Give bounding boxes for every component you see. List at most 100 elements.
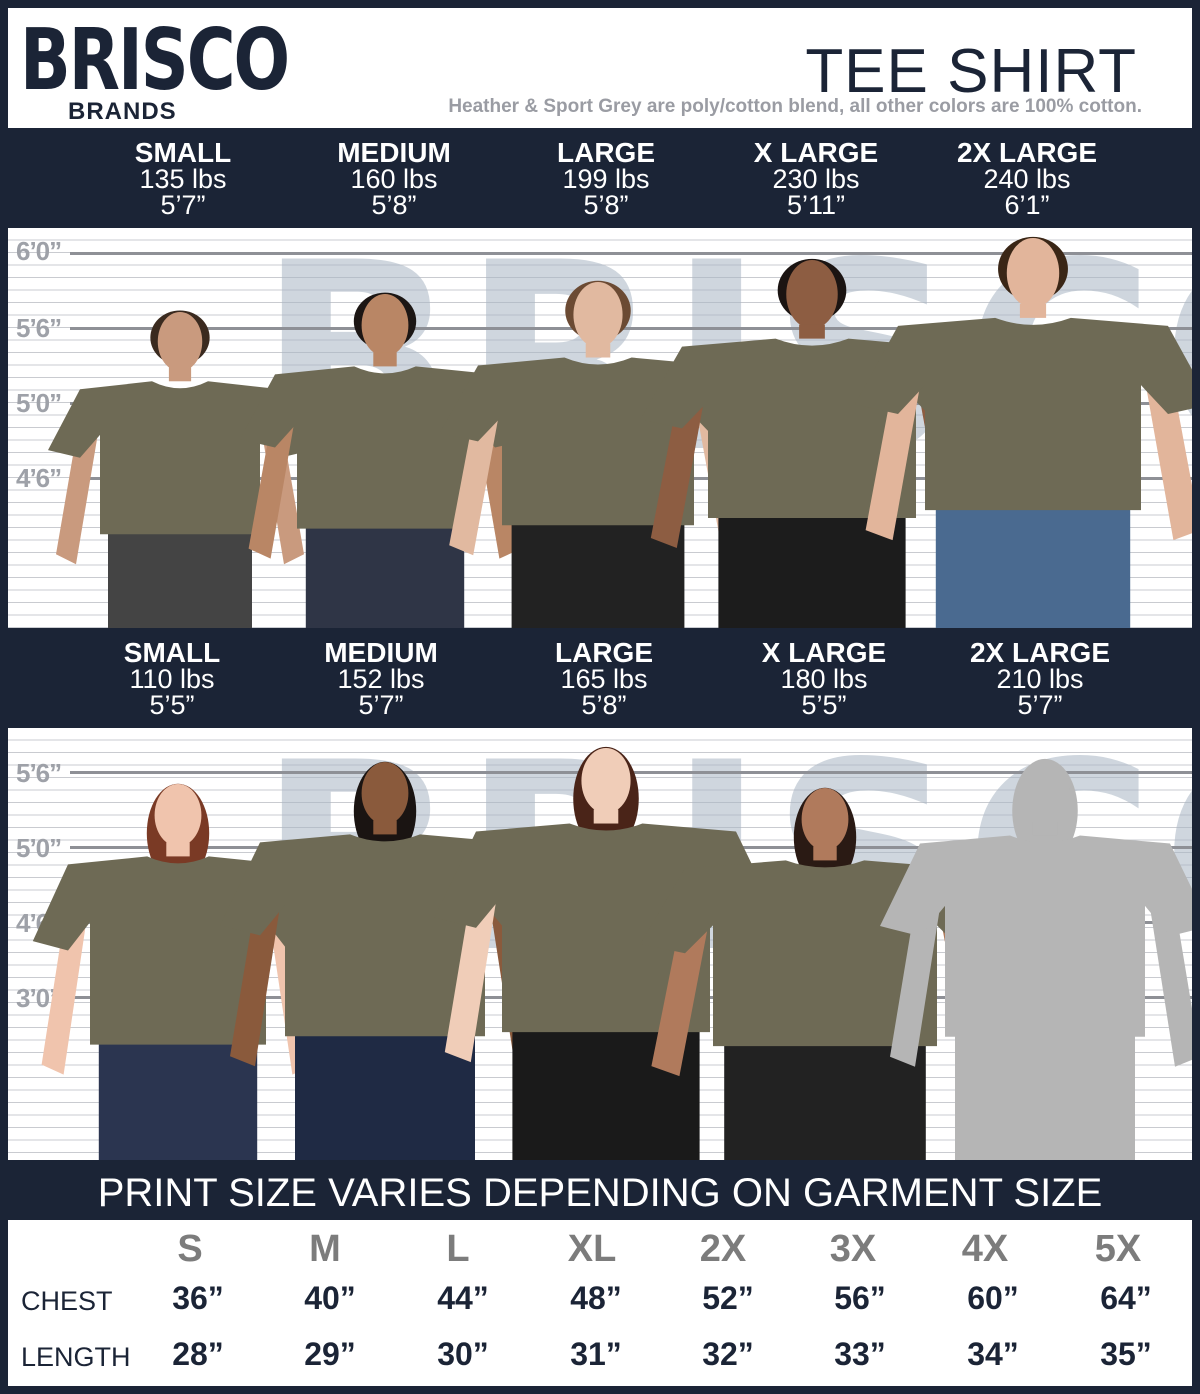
head — [801, 788, 849, 851]
men-size-medium: MEDIUM 160 lbs 5’8” — [294, 137, 494, 220]
size-weight: 160 lbs — [350, 164, 438, 194]
table-cell-length: 31” — [570, 1336, 622, 1372]
size-weight: 240 lbs — [983, 164, 1071, 194]
neck — [168, 367, 192, 382]
head — [1020, 760, 1070, 826]
men-size-band: SMALL 135 lbs 5’7” MEDIUM 160 lbs 5’8” LARGE… — [8, 128, 1192, 228]
size-weight: 152 lbs — [337, 664, 425, 694]
size-header: 3X — [829, 1228, 877, 1270]
size-height: 5’8” — [581, 690, 627, 720]
size-weight: 230 lbs — [772, 164, 860, 194]
size-weight: 165 lbs — [560, 664, 648, 694]
size-height: 5’8” — [583, 190, 629, 220]
size-header: M — [309, 1228, 341, 1270]
size-name: MEDIUM — [324, 637, 438, 668]
height-mark: 4’6” — [16, 463, 62, 493]
table-cell-chest: 60” — [967, 1280, 1019, 1316]
women-size-2xlarge: 2X LARGE 210 lbs 5’7” — [940, 637, 1140, 720]
women-models — [32, 746, 1192, 1160]
header: BRISCO BRANDS TEE SHIRT Heather & Sport … — [8, 8, 1192, 128]
table-cell-chest: 36” — [172, 1280, 224, 1316]
pants — [295, 1031, 475, 1160]
size-name: 2X LARGE — [956, 137, 1098, 168]
neck — [166, 842, 190, 857]
size-name: 2X LARGE — [969, 637, 1111, 668]
table-cell-length: 32” — [702, 1336, 754, 1372]
table-cell-length: 29” — [304, 1336, 356, 1372]
logo-text-top: BRISCO — [20, 10, 290, 110]
size-height: 5’8” — [371, 190, 417, 220]
men-height-chart: BRISCO 6’0” 5’6” 5’0” 4’6” — [8, 228, 1192, 628]
pants — [98, 1039, 258, 1160]
size-weight: 180 lbs — [780, 664, 868, 694]
women-size-xlarge: X LARGE 180 lbs 5’5” — [724, 637, 924, 720]
size-table: S M L XL 2X 3X 4X 5X CHEST LENGTH 36” 40”… — [8, 1220, 1192, 1386]
print-size-banner: PRINT SIZE VARIES DEPENDING ON GARMENT S… — [97, 1171, 1103, 1215]
size-height: 5’7” — [1017, 690, 1063, 720]
neck — [799, 324, 825, 339]
size-weight: 199 lbs — [562, 164, 650, 194]
pants — [935, 505, 1131, 628]
neck — [585, 343, 611, 358]
pants — [955, 1031, 1135, 1160]
size-header: 2X — [699, 1228, 747, 1270]
head — [361, 294, 409, 357]
neck — [1019, 303, 1047, 318]
size-height: 6’1” — [1004, 190, 1050, 220]
head — [361, 762, 409, 825]
pants — [108, 529, 252, 628]
row-label-chest: CHEST — [21, 1286, 113, 1316]
men-models — [48, 236, 1192, 628]
neck — [1032, 821, 1058, 836]
size-name: SMALL — [123, 637, 221, 668]
table-cell-length: 35” — [1100, 1336, 1152, 1372]
page-title: TEE SHIRT — [805, 37, 1137, 106]
pants — [724, 1041, 926, 1160]
head — [154, 784, 202, 847]
size-name: SMALL — [134, 137, 232, 168]
neck — [593, 809, 619, 824]
height-mark: 5’6” — [16, 313, 62, 343]
brisco-brands-logo: BRISCO BRANDS — [16, 14, 290, 125]
tee-shirt — [854, 317, 1192, 511]
size-height: 5’5” — [149, 690, 195, 720]
size-name: X LARGE — [753, 137, 879, 168]
size-weight: 135 lbs — [139, 164, 227, 194]
women-height-chart: BRISCO 5’6” 5’0” 4’6” 3’0” — [8, 728, 1192, 1160]
height-mark: 5’0” — [16, 388, 62, 418]
table-cell-length: 34” — [967, 1336, 1019, 1372]
head — [157, 312, 203, 372]
table-cell-chest: 64” — [1100, 1280, 1152, 1316]
size-header: L — [446, 1228, 470, 1270]
height-line — [70, 252, 1192, 255]
table-cell-chest: 44” — [437, 1280, 489, 1316]
female-model-2 — [220, 761, 550, 1160]
men-size-large: LARGE 199 lbs 5’8” — [506, 137, 706, 220]
neck — [813, 846, 837, 861]
size-header: S — [177, 1228, 203, 1270]
size-name: X LARGE — [761, 637, 887, 668]
table-cell-chest: 48” — [570, 1280, 622, 1316]
men-size-2xlarge: 2X LARGE 240 lbs 6’1” — [927, 137, 1127, 220]
height-mark: 6’0” — [16, 236, 62, 266]
size-name: LARGE — [557, 137, 655, 168]
table-cell-chest: 40” — [304, 1280, 356, 1316]
logo-text-bottom: BRANDS — [68, 98, 177, 125]
size-height: 5’7” — [358, 690, 404, 720]
tee-shirt — [48, 381, 312, 535]
male-model-5 — [854, 236, 1192, 628]
female-model-1 — [32, 783, 324, 1160]
size-name: MEDIUM — [337, 137, 451, 168]
table-cell-length: 28” — [172, 1336, 224, 1372]
height-mark: 5’0” — [16, 833, 62, 863]
head — [786, 260, 838, 329]
neck — [373, 820, 397, 835]
size-name: LARGE — [555, 637, 653, 668]
table-cell-chest: 52” — [702, 1280, 754, 1316]
size-header: 4X — [961, 1228, 1009, 1270]
women-size-small: SMALL 110 lbs 5’5” — [72, 637, 272, 720]
table-cell-length: 33” — [834, 1336, 886, 1372]
row-label-length: LENGTH — [21, 1342, 131, 1372]
size-weight: 210 lbs — [996, 664, 1084, 694]
size-height: 5’5” — [801, 690, 847, 720]
